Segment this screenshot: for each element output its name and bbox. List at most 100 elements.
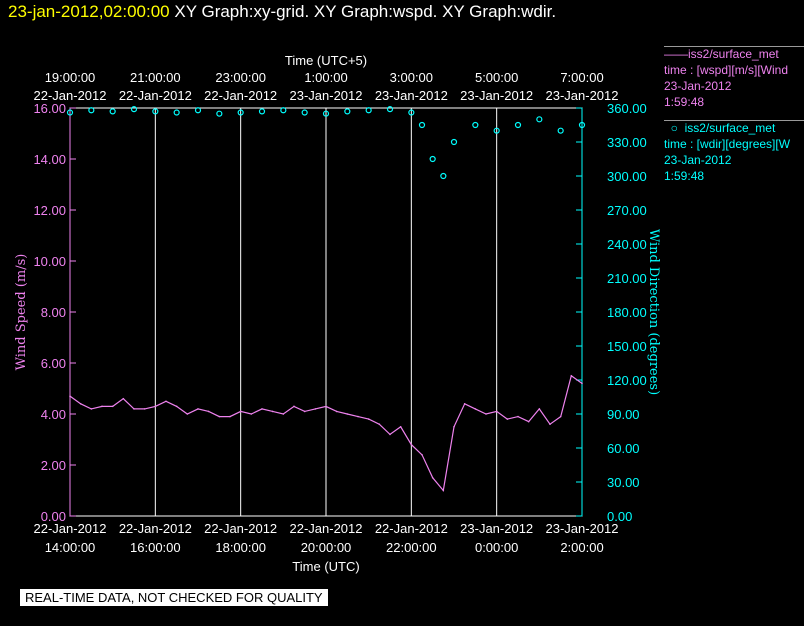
wind-speed-point [570, 374, 573, 377]
wind-speed-point [506, 418, 509, 420]
wind-speed-point [282, 413, 285, 415]
wind-direction-point [578, 121, 586, 129]
wind-speed-point [538, 408, 541, 410]
wind-speed-point [485, 413, 487, 415]
x-tick-label-time: 18:00:00 [215, 540, 266, 555]
wind-direction-point [450, 138, 458, 146]
wind-speed-point [175, 405, 178, 408]
legend-wind-direction: ○ iss2/surface_met time : [wdir][degrees… [664, 120, 804, 184]
y-left-tick-label: 2.00 [41, 458, 66, 473]
wind-speed-point [335, 410, 338, 413]
wind-speed-point [133, 408, 135, 410]
wind-speed-point [549, 423, 551, 426]
legend-wspd-date: 23-Jan-2012 [664, 79, 732, 93]
x-tick-label-date: 22-Jan-2012 [34, 521, 107, 536]
wind-speed-point [559, 415, 562, 418]
wind-speed-point [346, 413, 349, 415]
wind-direction-point [472, 121, 479, 129]
top-tick-label-time: 7:00:00 [560, 70, 603, 85]
legend-divider [664, 46, 804, 47]
wind-speed-point [271, 410, 274, 413]
y-right-tick-label: 120.00 [607, 373, 647, 388]
wind-speed-point [90, 408, 93, 410]
x-tick-label-date: 22-Jan-2012 [119, 521, 192, 536]
wind-speed-point [261, 408, 263, 410]
x-tick-label-time: 22:00:00 [386, 540, 437, 555]
wind-speed-point [421, 454, 423, 456]
x-tick-label-date: 23-Jan-2012 [460, 521, 533, 536]
wind-speed-point [197, 408, 199, 410]
y-left-tick-label: 8.00 [41, 305, 66, 320]
wind-speed-point [250, 413, 253, 415]
wind-direction-point [536, 116, 543, 123]
top-tick-label-time: 21:00:00 [130, 70, 181, 85]
wind-direction-point [429, 155, 436, 163]
y-left-tick-label: 4.00 [41, 407, 66, 422]
top-tick-label-time: 19:00:00 [45, 70, 96, 85]
quality-disclaimer: REAL-TIME DATA, NOT CHECKED FOR QUALITY [20, 589, 328, 606]
y-right-tick-label: 0.00 [607, 509, 632, 524]
wind-speed-point [378, 423, 381, 426]
y-right-tick-label: 330.00 [607, 135, 647, 150]
y-right-tick-label: 30.00 [607, 475, 640, 490]
wind-direction-point [109, 108, 116, 115]
y-left-tick-label: 12.00 [33, 203, 66, 218]
wind-speed-point [399, 425, 402, 428]
wind-speed-point [79, 403, 82, 405]
wind-speed-point [101, 405, 103, 408]
wind-direction-point [216, 110, 223, 117]
wind-direction-point [258, 108, 266, 115]
wind-speed-point [463, 403, 466, 405]
wind-speed-point [431, 476, 434, 479]
legend-wdir-variable: time : [wdir][degrees][W [664, 137, 791, 151]
x-tick-label-date: 22-Jan-2012 [204, 521, 277, 536]
x-tick-label-date: 23-Jan-2012 [546, 521, 619, 536]
top-tick-label-date: 22-Jan-2012 [34, 88, 107, 103]
y-left-tick-label: 16.00 [33, 101, 66, 116]
wind-direction-point [173, 109, 180, 116]
wind-speed-point [207, 410, 210, 413]
wind-speed-point [69, 395, 71, 397]
wind-speed-point [218, 415, 221, 418]
y-left-tick-label: 10.00 [33, 254, 66, 269]
graph-header: 23-jan-2012,02:00:00 XY Graph:xy-grid. X… [8, 2, 556, 22]
wind-speed-point [165, 400, 167, 403]
wind-speed-point [527, 420, 530, 423]
wind-direction-point [408, 109, 415, 116]
top-tick-label-date: 23-Jan-2012 [375, 88, 448, 103]
wind-speed-point [442, 489, 445, 492]
wind-speed-point [154, 405, 157, 408]
x-tick-label-time: 0:00:00 [475, 540, 518, 555]
wind-speed-point [314, 408, 317, 410]
wind-speed-point [581, 382, 583, 385]
wind-direction-point [280, 107, 287, 114]
wind-direction-point [514, 121, 522, 129]
legend-wdir-source: iss2/surface_met [684, 121, 776, 135]
wind-direction-point [365, 107, 372, 114]
legend-wspd-source: iss2/surface_met [688, 47, 779, 61]
wind-direction-point [386, 106, 394, 113]
legend-wind-speed: ——iss2/surface_met time : [wspd][m/s][Wi… [664, 46, 804, 110]
wind-speed-point [453, 425, 455, 428]
top-tick-label-time: 3:00:00 [390, 70, 433, 85]
wind-speed-point [143, 408, 146, 410]
y-right-tick-label: 150.00 [607, 339, 647, 354]
y-right-tick-label: 90.00 [607, 407, 640, 422]
top-tick-label-time: 1:00:00 [304, 70, 347, 85]
y-right-tick-label: 210.00 [607, 271, 647, 286]
x-tick-label-date: 22-Jan-2012 [375, 521, 448, 536]
wind-speed-point [367, 418, 370, 420]
x-tick-label-time: 14:00:00 [45, 540, 96, 555]
wind-speed-point [293, 405, 295, 408]
y-right-tick-label: 300.00 [607, 169, 647, 184]
wind-speed-point [410, 443, 413, 446]
y-right-tick-label: 270.00 [607, 203, 647, 218]
x-tick-label-date: 22-Jan-2012 [290, 521, 363, 536]
wind-direction-point [557, 127, 564, 134]
wind-speed-point [517, 415, 519, 418]
wind-direction-point [418, 121, 426, 129]
y-right-tick-label: 360.00 [607, 101, 647, 116]
wind-direction-point [322, 110, 330, 117]
header-graph-list: XY Graph:xy-grid. XY Graph:wspd. XY Grap… [174, 2, 557, 21]
